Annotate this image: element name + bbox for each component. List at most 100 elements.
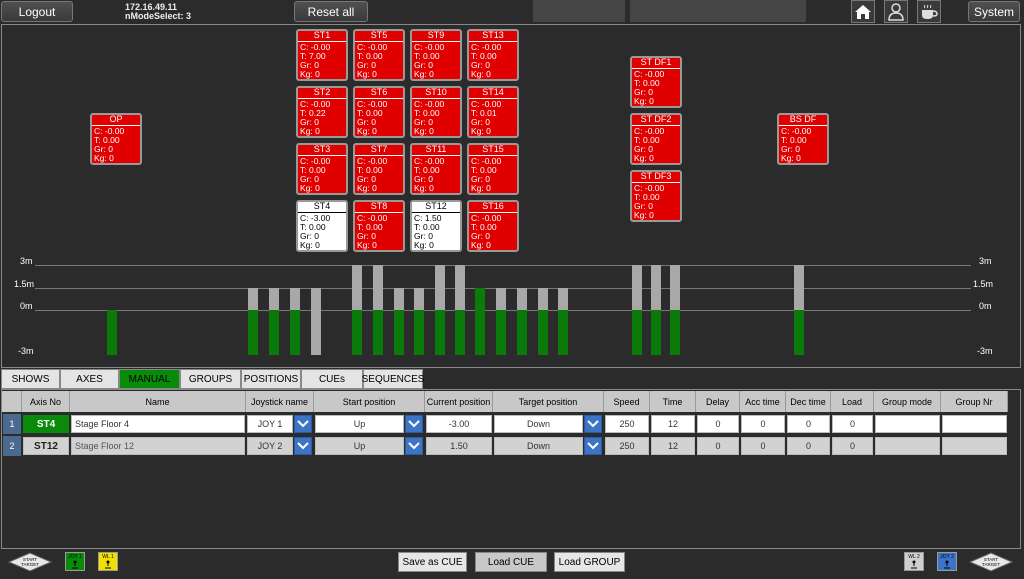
current-key: C:: [414, 213, 423, 223]
group-key: Gr:: [414, 231, 426, 241]
tab-axes[interactable]: AXES: [60, 369, 119, 389]
station-card-st11[interactable]: ST11 C: -0.00 T: 0.00 Gr: 0 Kg: 0: [410, 143, 462, 195]
station-card-st10[interactable]: ST10 C: -0.00 T: 0.00 Gr: 0 Kg: 0: [410, 86, 462, 138]
home-button[interactable]: [851, 0, 875, 23]
time-input[interactable]: 12: [651, 415, 695, 433]
start-position-select[interactable]: Up: [315, 437, 404, 455]
axis-no-cell[interactable]: ST4: [23, 415, 69, 433]
home-icon: [855, 4, 871, 19]
station-group-row: Gr: 0: [634, 88, 678, 97]
station-current-row: C: -0.00: [634, 127, 678, 136]
save-as-cue-button[interactable]: Save as CUE: [398, 552, 467, 572]
wl1-indicator[interactable]: WL 1: [98, 552, 118, 571]
joy2-label: JOY 2: [940, 553, 954, 560]
station-load: 0: [429, 240, 434, 250]
user-button[interactable]: [884, 0, 908, 23]
station-target-row: T: 0.22: [300, 109, 344, 118]
station-card-st3[interactable]: ST3 C: -0.00 T: 0.00 Gr: 0 Kg: 0: [296, 143, 348, 195]
acc-time-input[interactable]: 0: [741, 437, 785, 455]
current-key: C:: [357, 99, 366, 109]
joystick-dropdown-button[interactable]: [294, 415, 312, 433]
group-mode-input[interactable]: [875, 437, 940, 455]
station-card-st4[interactable]: ST4 C: -3.00 T: 0.00 Gr: 0 Kg: 0: [296, 200, 348, 252]
axis-no-cell[interactable]: ST12: [23, 437, 69, 455]
wl2-indicator[interactable]: WL 2: [904, 552, 924, 571]
tab-shows[interactable]: SHOWS: [1, 369, 60, 389]
speed-input[interactable]: 250: [605, 415, 649, 433]
station-card-st5[interactable]: ST5 C: -0.00 T: 0.00 Gr: 0 Kg: 0: [353, 29, 405, 81]
station-card-bs-df[interactable]: BS DF C: -0.00 T: 0.00 Gr: 0 Kg: 0: [777, 113, 829, 165]
load-input[interactable]: 0: [832, 437, 873, 455]
system-button[interactable]: System: [968, 1, 1020, 22]
station-current-row: C: -0.00: [357, 214, 401, 223]
station-card-st-df2[interactable]: ST DF2 C: -0.00 T: 0.00 Gr: 0 Kg: 0: [630, 113, 682, 165]
group-nr-input[interactable]: [942, 415, 1007, 433]
start-target-right-button[interactable]: START TARGET: [969, 552, 1013, 572]
target-position-dropdown-button[interactable]: [584, 437, 602, 455]
target-position-select[interactable]: Down: [494, 437, 583, 455]
joystick-dropdown-button[interactable]: [294, 437, 312, 455]
start-position-dropdown-button[interactable]: [405, 437, 423, 455]
tab-sequences[interactable]: SEQUENCES: [362, 369, 424, 389]
name-cell[interactable]: Stage Floor 4: [71, 415, 245, 433]
station-card-st8[interactable]: ST8 C: -0.00 T: 0.00 Gr: 0 Kg: 0: [353, 200, 405, 252]
tab-positions[interactable]: POSITIONS: [241, 369, 301, 389]
joy1-indicator[interactable]: JOY 1: [65, 552, 85, 571]
station-card-op[interactable]: OP C: -0.00 T: 0.00 Gr: 0 Kg: 0: [90, 113, 142, 165]
target-position-dropdown-button[interactable]: [584, 415, 602, 433]
station-card-st7[interactable]: ST7 C: -0.00 T: 0.00 Gr: 0 Kg: 0: [353, 143, 405, 195]
station-card-st9[interactable]: ST9 C: -0.00 T: 0.00 Gr: 0 Kg: 0: [410, 29, 462, 81]
group-mode-input[interactable]: [875, 415, 940, 433]
joystick-select[interactable]: JOY 2: [247, 437, 293, 455]
start-target-left-button[interactable]: START TARGET: [8, 552, 52, 572]
station-current-row: C: -3.00: [300, 214, 344, 223]
target-key: T:: [781, 135, 788, 145]
time-input[interactable]: 12: [651, 437, 695, 455]
row-number: 1: [3, 414, 21, 434]
acc-time-input[interactable]: 0: [741, 415, 785, 433]
group-nr-input[interactable]: [942, 437, 1007, 455]
station-card-st2[interactable]: ST2 C: -0.00 T: 0.22 Gr: 0 Kg: 0: [296, 86, 348, 138]
station-card-st13[interactable]: ST13 C: -0.00 T: 0.00 Gr: 0 Kg: 0: [467, 29, 519, 81]
station-current-row: C: -0.00: [471, 157, 515, 166]
station-card-st12[interactable]: ST12 C: 1.50 T: 0.00 Gr: 0 Kg: 0: [410, 200, 462, 252]
start-position-dropdown-button[interactable]: [405, 415, 423, 433]
joy2-indicator[interactable]: JOY 2: [937, 552, 957, 571]
coffee-button[interactable]: [917, 0, 941, 23]
gauge-label-neg3m-left: -3m: [18, 346, 34, 356]
speed-input[interactable]: 250: [605, 437, 649, 455]
dec-time-input[interactable]: 0: [787, 415, 830, 433]
logout-button[interactable]: Logout: [1, 1, 73, 22]
station-target-row: T: 0.00: [414, 166, 458, 175]
start-position-select[interactable]: Up: [315, 415, 404, 433]
tab-manual[interactable]: MANUAL: [119, 369, 180, 389]
dec-time-input[interactable]: 0: [787, 437, 830, 455]
delay-input[interactable]: 0: [697, 437, 739, 455]
station-current: -0.00: [104, 126, 125, 136]
station-card-st6[interactable]: ST6 C: -0.00 T: 0.00 Gr: 0 Kg: 0: [353, 86, 405, 138]
axis-position-bar: [352, 310, 362, 355]
tab-groups[interactable]: GROUPS: [180, 369, 241, 389]
load-key: Kg:: [357, 126, 370, 136]
current-key: C:: [471, 99, 480, 109]
station-card-st16[interactable]: ST16 C: -0.00 T: 0.00 Gr: 0 Kg: 0: [467, 200, 519, 252]
station-target-row: T: 0.00: [634, 79, 678, 88]
tab-cues[interactable]: CUEs: [301, 369, 363, 389]
station-target: 0.00: [366, 108, 383, 118]
name-cell[interactable]: Stage Floor 12: [71, 437, 245, 455]
load-input[interactable]: 0: [832, 415, 873, 433]
load-cue-button[interactable]: Load CUE: [475, 552, 547, 572]
target-position-select[interactable]: Down: [494, 415, 583, 433]
station-card-st15[interactable]: ST15 C: -0.00 T: 0.00 Gr: 0 Kg: 0: [467, 143, 519, 195]
station-card-st-df3[interactable]: ST DF3 C: -0.00 T: 0.00 Gr: 0 Kg: 0: [630, 170, 682, 222]
station-card-st14[interactable]: ST14 C: -0.00 T: 0.01 Gr: 0 Kg: 0: [467, 86, 519, 138]
load-group-button[interactable]: Load GROUP: [554, 552, 625, 572]
station-card-st1[interactable]: ST1 C: -0.00 T: 7.00 Gr: 0 Kg: 0: [296, 29, 348, 81]
reset-all-button[interactable]: Reset all: [294, 1, 368, 22]
load-key: Kg:: [414, 240, 427, 250]
station-target-row: T: 0.00: [300, 223, 344, 232]
station-card-st-df1[interactable]: ST DF1 C: -0.00 T: 0.00 Gr: 0 Kg: 0: [630, 56, 682, 108]
station-target: 0.00: [643, 192, 660, 202]
joystick-select[interactable]: JOY 1: [247, 415, 293, 433]
delay-input[interactable]: 0: [697, 415, 739, 433]
